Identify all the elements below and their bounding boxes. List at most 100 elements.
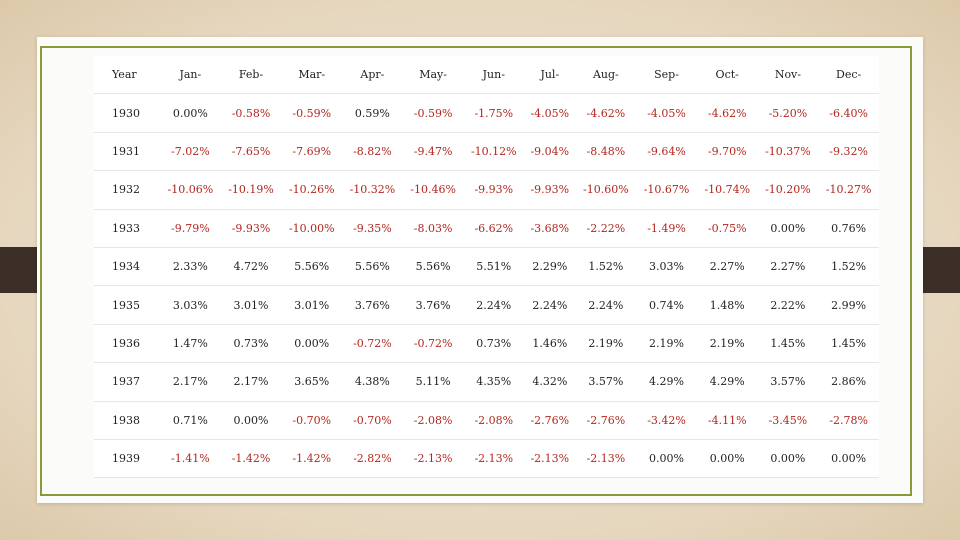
value-cell: -4.62% xyxy=(575,93,637,133)
value-cell: -2.08% xyxy=(402,401,464,440)
value-cell: 0.73% xyxy=(463,324,525,364)
value-cell: 1.45% xyxy=(757,324,819,364)
value-cell: -1.42% xyxy=(220,439,282,479)
year-cell: 1939 xyxy=(94,439,160,479)
value-cell: -0.58% xyxy=(220,93,282,133)
value-cell: -10.46% xyxy=(402,170,464,210)
value-cell: -2.13% xyxy=(402,439,464,479)
value-cell: 3.03% xyxy=(160,285,221,325)
table-row: 1939 -1.41% -1.42% -1.42% -2.82% -2.13% -2.13%… xyxy=(94,439,879,479)
value-cell: -2.76% xyxy=(524,401,576,440)
year-cell: 1931 xyxy=(94,132,160,172)
table-row: 1937 2.17% 2.17% 3.65% 4.38% 5.11% 4.35% 4.32% 3… xyxy=(94,362,879,402)
table-row: 1933 -9.79% -9.93% -10.00% -9.35% -8.03% -6.62… xyxy=(94,209,879,248)
value-cell: -1.49% xyxy=(636,209,697,248)
value-cell: 0.74% xyxy=(636,285,697,325)
value-cell: -9.93% xyxy=(463,170,525,210)
value-cell: 2.33% xyxy=(160,247,221,287)
value-cell: 4.72% xyxy=(220,247,282,287)
value-cell: 2.22% xyxy=(757,285,819,325)
value-cell: 3.76% xyxy=(402,285,464,325)
value-cell: -1.42% xyxy=(281,439,343,479)
value-cell: -10.06% xyxy=(160,170,221,210)
value-cell: -8.82% xyxy=(342,132,403,172)
value-cell: 2.27% xyxy=(757,247,819,287)
header-month: Jul- xyxy=(524,56,576,95)
value-cell: -9.93% xyxy=(220,209,282,248)
value-cell: 2.19% xyxy=(575,324,637,364)
value-cell: -0.59% xyxy=(402,93,464,133)
value-cell: -9.93% xyxy=(524,170,576,210)
header-month: Oct- xyxy=(696,56,758,95)
value-cell: 2.24% xyxy=(575,285,637,325)
value-cell: -0.72% xyxy=(342,324,403,364)
value-cell: -10.19% xyxy=(220,170,282,210)
slide-frame xyxy=(40,46,912,496)
value-cell: -0.75% xyxy=(696,209,758,248)
value-cell: -10.26% xyxy=(281,170,343,210)
header-month: Jan- xyxy=(160,56,221,95)
value-cell: 2.17% xyxy=(220,362,282,402)
value-cell: 0.00% xyxy=(757,209,819,248)
value-cell: -10.37% xyxy=(757,132,819,172)
year-cell: 1937 xyxy=(94,362,160,402)
header-month: Aug- xyxy=(575,56,637,95)
value-cell: 1.47% xyxy=(160,324,221,364)
value-cell: -9.35% xyxy=(342,209,403,248)
value-cell: -3.42% xyxy=(636,401,697,440)
header-year: Year xyxy=(94,56,160,95)
year-cell: 1938 xyxy=(94,401,160,440)
value-cell: 3.01% xyxy=(281,285,343,325)
value-cell: 3.03% xyxy=(636,247,697,287)
value-cell: -7.69% xyxy=(281,132,343,172)
value-cell: -2.13% xyxy=(575,439,637,479)
value-cell: -7.02% xyxy=(160,132,221,172)
value-cell: 2.99% xyxy=(818,285,879,325)
value-cell: 2.24% xyxy=(524,285,576,325)
value-cell: -2.76% xyxy=(575,401,637,440)
value-cell: -2.13% xyxy=(524,439,576,479)
value-cell: 0.76% xyxy=(818,209,879,248)
value-cell: 4.29% xyxy=(696,362,758,402)
value-cell: -2.22% xyxy=(575,209,637,248)
value-cell: 1.45% xyxy=(818,324,879,364)
value-cell: 1.48% xyxy=(696,285,758,325)
value-cell: 2.19% xyxy=(636,324,697,364)
value-cell: -3.45% xyxy=(757,401,819,440)
value-cell: -3.68% xyxy=(524,209,576,248)
value-cell: 2.17% xyxy=(160,362,221,402)
value-cell: 4.38% xyxy=(342,362,403,402)
value-cell: 0.00% xyxy=(818,439,879,479)
value-cell: -2.82% xyxy=(342,439,403,479)
value-cell: 3.57% xyxy=(757,362,819,402)
value-cell: -9.70% xyxy=(696,132,758,172)
value-cell: 5.56% xyxy=(281,247,343,287)
year-cell: 1934 xyxy=(94,247,160,287)
value-cell: 3.76% xyxy=(342,285,403,325)
value-cell: -0.72% xyxy=(402,324,464,364)
header-month: Sep- xyxy=(636,56,697,95)
value-cell: -9.64% xyxy=(636,132,697,172)
value-cell: 2.29% xyxy=(524,247,576,287)
value-cell: 0.71% xyxy=(160,401,221,440)
year-cell: 1932 xyxy=(94,170,160,210)
value-cell: -9.04% xyxy=(524,132,576,172)
value-cell: 3.57% xyxy=(575,362,637,402)
value-cell: -4.05% xyxy=(524,93,576,133)
table-row: 1935 3.03% 3.01% 3.01% 3.76% 3.76% 2.24% 2.24% 2… xyxy=(94,285,879,325)
value-cell: 5.11% xyxy=(402,362,464,402)
value-cell: -10.60% xyxy=(575,170,637,210)
value-cell: 0.00% xyxy=(696,439,758,479)
value-cell: -4.05% xyxy=(636,93,697,133)
table-row: 1931 -7.02% -7.65% -7.69% -8.82% -9.47% -10.12… xyxy=(94,132,879,172)
value-cell: 2.24% xyxy=(463,285,525,325)
value-cell: 4.29% xyxy=(636,362,697,402)
value-cell: -4.11% xyxy=(696,401,758,440)
value-cell: -4.62% xyxy=(696,93,758,133)
table-row: 1936 1.47% 0.73% 0.00% -0.72% -0.72% 0.73% 1.46… xyxy=(94,324,879,364)
value-cell: 2.27% xyxy=(696,247,758,287)
value-cell: -8.48% xyxy=(575,132,637,172)
table-row: 1932 -10.06% -10.19% -10.26% -10.32% -10.46% -… xyxy=(94,170,879,210)
value-cell: 1.52% xyxy=(818,247,879,287)
value-cell: 1.52% xyxy=(575,247,637,287)
